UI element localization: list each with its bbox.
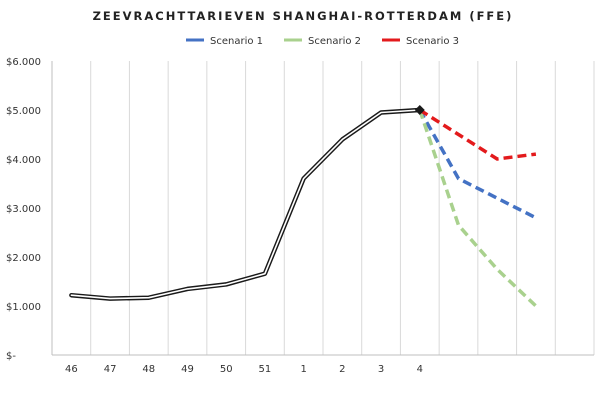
- legend: Scenario 1 Scenario 2 Scenario 3: [186, 36, 459, 47]
- x-tick-label: 46: [65, 364, 78, 375]
- y-tick-label: $-: [6, 351, 16, 362]
- series-line-scenario-1: [418, 109, 537, 220]
- series-group: [69, 105, 538, 308]
- legend-label: Scenario 2: [308, 36, 361, 47]
- y-tick-label: $6.000: [6, 57, 41, 68]
- x-tick-label: 51: [259, 364, 272, 375]
- chart-title: ZEEVRACHTTARIEVEN SHANGHAI-ROTTERDAM (FF…: [93, 9, 514, 23]
- x-tick-label: 2: [339, 364, 345, 375]
- series-line-scenario-3: [418, 108, 537, 161]
- x-tick-label: 4: [417, 364, 423, 375]
- x-tick-label: 47: [104, 364, 117, 375]
- y-axis-ticks: $- $1.000 $2.000 $3.000 $4.000 $5.000 $6.000: [6, 57, 41, 362]
- y-tick-label: $2.000: [6, 253, 41, 264]
- x-tick-label: 1: [300, 364, 306, 375]
- legend-label: Scenario 1: [210, 36, 263, 47]
- grid: [51, 61, 595, 355]
- x-tick-label: 48: [142, 364, 155, 375]
- series-line-scenario-2: [418, 109, 538, 308]
- legend-label: Scenario 3: [406, 36, 459, 47]
- axes: [51, 61, 594, 356]
- x-axis-ticks: 46 47 48 49 50 51 1 2 3 4: [65, 364, 423, 375]
- y-tick-label: $5.000: [6, 106, 41, 117]
- y-tick-label: $4.000: [6, 155, 41, 166]
- x-tick-label: 3: [378, 364, 384, 375]
- y-tick-label: $3.000: [6, 204, 41, 215]
- x-tick-label: 50: [220, 364, 233, 375]
- y-tick-label: $1.000: [6, 302, 41, 313]
- x-tick-label: 49: [181, 364, 194, 375]
- series-line-historical-inner: [70, 109, 421, 300]
- series-end-marker: [414, 105, 425, 115]
